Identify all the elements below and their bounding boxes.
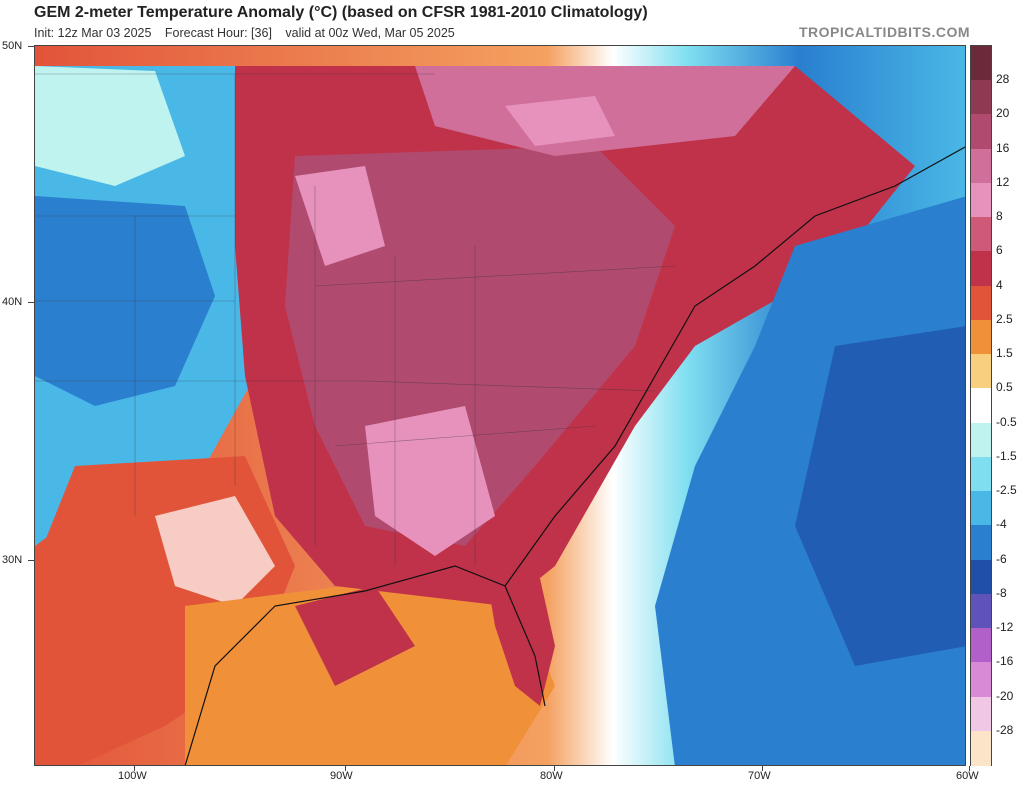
- lon-tick: [762, 766, 763, 771]
- colorbar-label: -6: [996, 551, 1007, 566]
- colorbar-label: 4: [996, 277, 1003, 292]
- lat-label-50n: 50N: [2, 40, 23, 52]
- colorbar-label: -2.5: [996, 483, 1017, 498]
- colorbar-label: -8: [996, 585, 1007, 600]
- north-plains-cool: [35, 66, 185, 186]
- colorbar-label: 1.5: [996, 346, 1013, 361]
- colorbar-label: -20: [996, 688, 1014, 703]
- colorbar-swatch: [971, 696, 991, 732]
- lat-tick: [28, 302, 34, 303]
- colorbar-swatch: [971, 422, 991, 458]
- colorbar-label: -12: [996, 620, 1014, 635]
- lat-tick: [28, 46, 34, 47]
- colorbar-label: 0.5: [996, 380, 1013, 395]
- colorbar-swatch: [971, 285, 991, 321]
- anomaly-map: [34, 45, 966, 766]
- colorbar-label: -16: [996, 654, 1014, 669]
- colorbar-swatch: [971, 354, 991, 390]
- lat-label-40n: 40N: [2, 296, 23, 308]
- colorbar-swatch: [971, 217, 991, 253]
- lat-label-30n: 30N: [2, 554, 23, 566]
- colorbar-swatch: [971, 525, 991, 561]
- map-title: GEM 2-meter Temperature Anomaly (°C) (ba…: [34, 4, 648, 21]
- atlantic-cold-core: [795, 326, 965, 666]
- midwest-hot-patch: [295, 166, 385, 266]
- colorbar-swatch: [971, 559, 991, 595]
- atlantic-coastline: [504, 146, 965, 587]
- colorbar-label: 20: [996, 106, 1010, 121]
- colorbar-label: 2.5: [996, 311, 1013, 326]
- map-subtitle: Init: 12z Mar 03 2025 Forecast Hour: [36…: [34, 26, 465, 40]
- lat-tick: [28, 560, 34, 561]
- gulf-warm-core: [295, 586, 415, 686]
- lon-label-90w: 90W: [330, 770, 353, 782]
- lon-tick: [134, 766, 135, 771]
- quebec-hot-patch: [505, 96, 615, 146]
- lon-label-70w: 70W: [748, 770, 771, 782]
- colorbar-label: -4: [996, 517, 1007, 532]
- colorbar-label: -28: [996, 722, 1014, 737]
- colorbar-swatch: [971, 491, 991, 527]
- canada-hot-patch: [415, 66, 795, 156]
- colorbar-swatch: [971, 662, 991, 698]
- southeast-hot-patch: [365, 406, 495, 556]
- colorbar-label: 16: [996, 140, 1010, 155]
- colorbar-swatch: [971, 388, 991, 424]
- colorbar-label: 28: [996, 72, 1010, 87]
- texas-neutral-patch: [155, 496, 275, 606]
- lon-label-100w: 100W: [118, 770, 147, 782]
- colorbar-swatch: [971, 593, 991, 629]
- lon-tick: [554, 766, 555, 771]
- colorbar-swatch: [971, 46, 991, 81]
- colorbar-swatch: [971, 148, 991, 184]
- anomaly-map-graphic: [35, 46, 965, 765]
- colorbar-swatch: [971, 319, 991, 355]
- colorbar-label: 8: [996, 209, 1003, 224]
- init-time: Init: 12z Mar 03 2025: [34, 26, 152, 40]
- colorbar-label: -0.5: [996, 414, 1017, 429]
- colorbar: [970, 45, 992, 766]
- colorbar-swatch: [971, 182, 991, 218]
- colorbar-label: -1.5: [996, 448, 1017, 463]
- lon-label-80w: 80W: [540, 770, 563, 782]
- lon-tick: [345, 766, 346, 771]
- forecast-hour: Forecast Hour: [36]: [164, 26, 272, 40]
- colorbar-swatch: [971, 456, 991, 492]
- colorbar-label: 12: [996, 174, 1010, 189]
- brand-watermark: TROPICALTIDBITS.COM: [798, 24, 970, 40]
- colorbar-swatch: [971, 80, 991, 116]
- lon-label-60w: 60W: [956, 770, 979, 782]
- valid-time: valid at 00z Wed, Mar 05 2025: [285, 26, 455, 40]
- gulf-coastline: [184, 565, 546, 765]
- lon-tick: [969, 766, 970, 771]
- colorbar-label: 6: [996, 243, 1003, 258]
- colorbar-swatch: [971, 114, 991, 150]
- colorbar-swatch: [971, 730, 991, 766]
- state-borders: [35, 73, 676, 566]
- colorbar-swatch: [971, 628, 991, 664]
- colorbar-swatch: [971, 251, 991, 287]
